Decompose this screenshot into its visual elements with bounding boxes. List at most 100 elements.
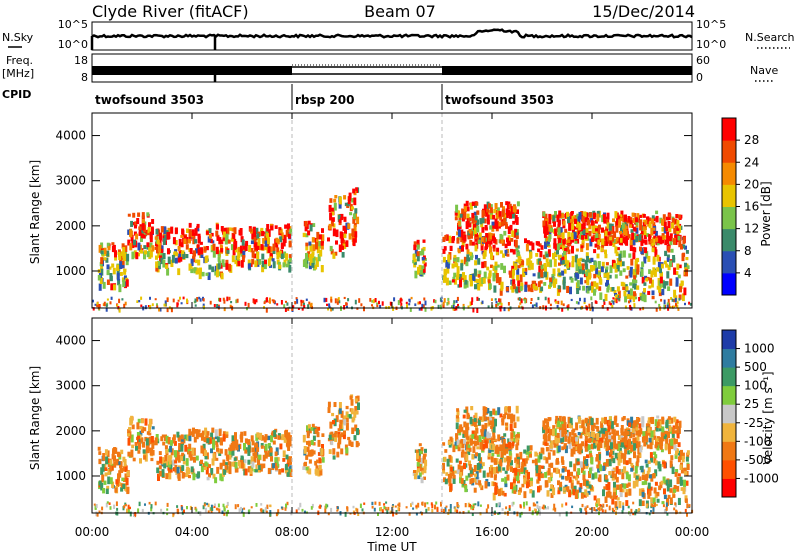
data-cell xyxy=(121,298,124,301)
data-cell xyxy=(600,506,603,510)
data-cell xyxy=(275,512,278,517)
data-cell xyxy=(537,455,541,463)
data-cell xyxy=(344,227,347,234)
data-cell xyxy=(659,437,663,446)
data-cell xyxy=(508,203,512,209)
data-cell xyxy=(242,255,246,259)
data-cell xyxy=(381,509,384,513)
data-cell xyxy=(584,460,587,465)
data-cell xyxy=(567,469,570,477)
data-cell xyxy=(650,228,654,236)
data-cell xyxy=(497,407,501,416)
x-tick-label: 00:00 xyxy=(75,525,110,539)
data-cell xyxy=(525,472,529,477)
data-cell xyxy=(455,433,459,441)
data-cell xyxy=(671,427,675,435)
data-cell xyxy=(308,427,312,434)
data-cell xyxy=(516,433,520,438)
data-cell xyxy=(596,464,600,469)
data-cell xyxy=(162,253,166,260)
data-cell xyxy=(146,242,150,248)
data-cell xyxy=(188,443,192,450)
data-cell xyxy=(581,229,585,234)
data-cell xyxy=(544,241,547,249)
data-cell xyxy=(267,443,271,449)
data-cell xyxy=(520,470,524,474)
data-cell xyxy=(312,223,316,228)
data-cell xyxy=(96,512,99,517)
data-cell xyxy=(492,443,496,451)
data-cell xyxy=(462,414,466,419)
data-cell xyxy=(212,439,216,445)
data-cell xyxy=(671,222,674,229)
data-cell xyxy=(558,512,561,517)
data-cell xyxy=(111,481,115,489)
data-cell xyxy=(319,468,323,476)
data-cell xyxy=(625,500,629,506)
data-cell xyxy=(338,437,342,443)
data-cell xyxy=(558,210,562,217)
data-cell xyxy=(509,224,513,231)
data-cell xyxy=(114,447,118,454)
data-cell xyxy=(97,304,100,310)
data-cell xyxy=(465,453,469,461)
data-cell xyxy=(487,233,490,238)
data-cell xyxy=(229,461,233,467)
data-cell xyxy=(613,440,617,449)
data-cell xyxy=(553,443,557,448)
data-cell xyxy=(544,418,547,422)
data-cell xyxy=(598,506,601,512)
data-cell xyxy=(273,430,277,437)
data-cell xyxy=(283,437,287,443)
data-cell xyxy=(676,427,680,435)
data-cell xyxy=(571,245,574,254)
data-cell xyxy=(478,462,482,469)
data-cell xyxy=(414,303,417,307)
data-cell xyxy=(601,305,604,308)
data-cell xyxy=(106,485,110,490)
data-cell xyxy=(537,486,540,493)
data-cell xyxy=(448,235,452,244)
data-cell xyxy=(476,446,480,450)
data-cell xyxy=(472,418,476,426)
data-cell xyxy=(338,408,342,414)
data-cell xyxy=(516,459,520,465)
data-cell xyxy=(515,232,519,239)
data-cell xyxy=(469,473,473,477)
data-cell xyxy=(468,222,472,228)
data-cell xyxy=(254,299,257,305)
data-cell xyxy=(330,249,334,255)
data-cell xyxy=(129,230,133,238)
data-cell xyxy=(192,236,196,245)
data-cell xyxy=(354,398,358,402)
data-cell xyxy=(535,286,539,291)
data-cell xyxy=(453,272,457,278)
data-cell xyxy=(524,238,527,244)
data-cell xyxy=(172,459,176,466)
data-cell xyxy=(376,302,379,305)
data-cell xyxy=(631,232,635,240)
data-cell xyxy=(160,436,164,442)
data-cell xyxy=(420,467,424,471)
data-cell xyxy=(629,224,632,228)
data-cell xyxy=(354,299,357,305)
data-cell xyxy=(567,231,571,240)
data-cell xyxy=(547,238,551,242)
data-cell xyxy=(264,235,268,243)
data-cell xyxy=(343,233,347,239)
data-cell xyxy=(395,512,398,516)
data-cell xyxy=(481,462,485,467)
data-cell xyxy=(315,259,319,267)
data-cell xyxy=(286,302,289,306)
data-cell xyxy=(132,222,136,226)
data-cell xyxy=(563,422,567,429)
data-cell xyxy=(572,447,576,455)
y-tick-label: 4000 xyxy=(55,334,86,348)
data-cell xyxy=(647,467,651,473)
data-cell xyxy=(598,286,602,291)
data-cell xyxy=(230,442,234,451)
data-cell xyxy=(225,511,228,517)
data-cell xyxy=(110,283,114,291)
data-cell xyxy=(578,269,582,274)
data-cell xyxy=(469,301,472,307)
